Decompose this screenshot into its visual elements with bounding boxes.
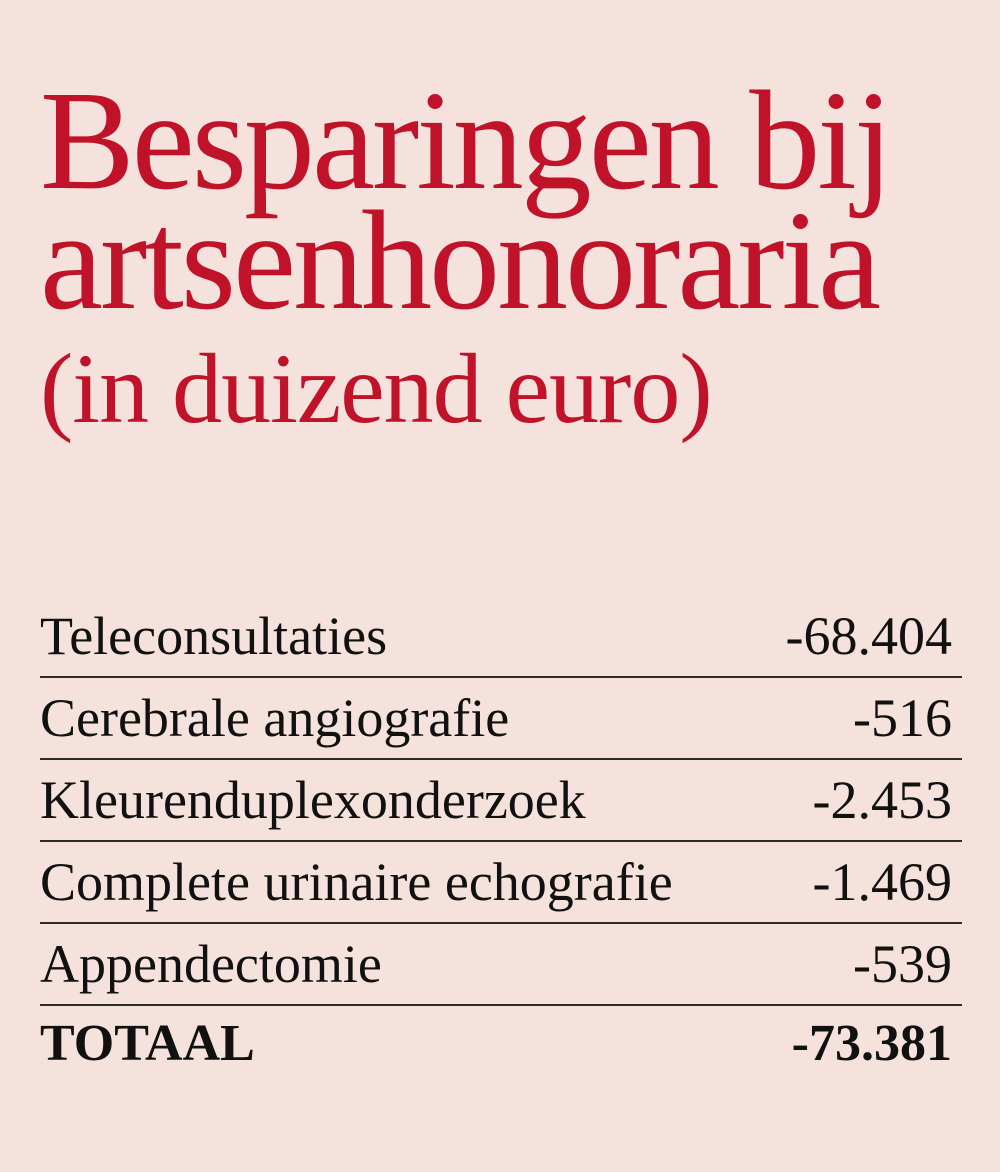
table-row: Appendectomie -539 — [40, 924, 962, 1006]
row-value: -2.453 — [812, 770, 952, 830]
table-row: Complete urinaire echografie -1.469 — [40, 842, 962, 924]
total-value: -73.381 — [791, 1015, 952, 1072]
table-row: Kleurenduplexonderzoek -2.453 — [40, 760, 962, 842]
total-label: TOTAAL — [40, 1015, 255, 1072]
row-value: -1.469 — [812, 852, 952, 912]
chart-subtitle: (in duizend euro) — [40, 333, 713, 444]
row-label: Appendectomie — [40, 934, 382, 994]
title-line-1: Besparingen bij — [40, 61, 893, 219]
row-label: Kleurenduplexonderzoek — [40, 770, 586, 830]
row-value: -539 — [853, 934, 952, 994]
title-line-2: artsenhonoraria — [40, 181, 881, 339]
row-value: -68.404 — [785, 606, 952, 666]
table-row: Teleconsultaties -68.404 — [40, 596, 962, 678]
table-row: Cerebrale angiografie -516 — [40, 678, 962, 760]
row-label: Cerebrale angiografie — [40, 688, 510, 748]
row-label: Teleconsultaties — [40, 606, 388, 666]
total-row: TOTAAL -73.381 — [40, 1006, 962, 1084]
chart-title: Besparingen bij artsenhonoraria — [40, 0, 962, 339]
row-label: Complete urinaire echografie — [40, 852, 673, 912]
row-value: -516 — [853, 688, 952, 748]
savings-table: Teleconsultaties -68.404 Cerebrale angio… — [40, 596, 962, 1084]
